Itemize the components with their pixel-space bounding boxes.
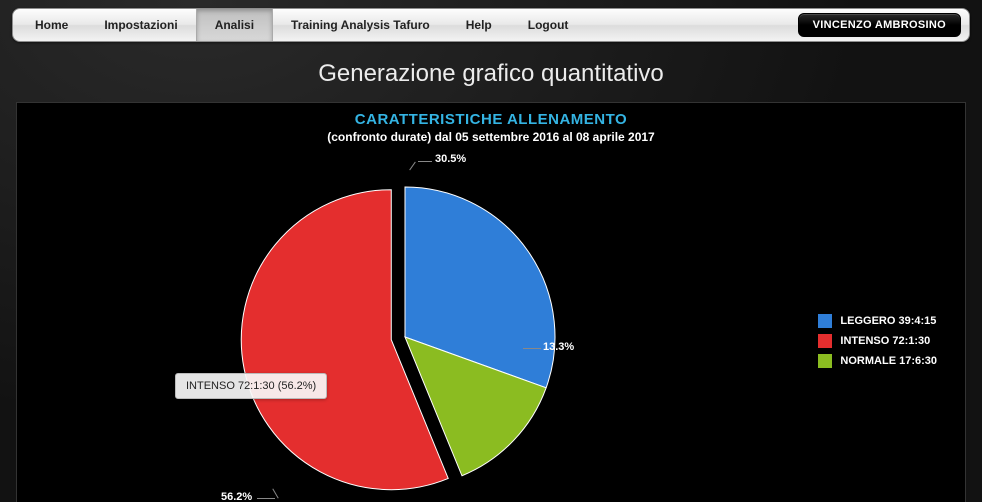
legend-label: NORMALE 17:6:30 xyxy=(840,355,937,367)
chart-area: 30.5% 13.3% 56.2% INTENSO 72:1:30 (56.2%… xyxy=(17,149,965,502)
data-label-leggero: 30.5% xyxy=(435,153,466,165)
label-connector xyxy=(523,348,541,349)
nav-analisi[interactable]: Analisi xyxy=(196,9,273,41)
nav-home[interactable]: Home xyxy=(17,9,86,41)
nav-training[interactable]: Training Analysis Tafuro xyxy=(273,9,448,41)
page-title: Generazione grafico quantitativo xyxy=(0,60,982,88)
legend-swatch xyxy=(818,354,832,368)
legend-swatch xyxy=(818,334,832,348)
data-label-normale: 13.3% xyxy=(543,341,574,353)
legend-item-normale[interactable]: NORMALE 17:6:30 xyxy=(818,354,937,368)
chart-tooltip: INTENSO 72:1:30 (56.2%) xyxy=(175,373,327,399)
label-connector xyxy=(418,161,432,162)
pie-chart[interactable] xyxy=(195,147,615,502)
legend-item-intenso[interactable]: INTENSO 72:1:30 xyxy=(818,334,937,348)
label-connector xyxy=(257,498,275,499)
legend-label: LEGGERO 39:4:15 xyxy=(840,315,936,327)
legend-label: INTENSO 72:1:30 xyxy=(840,335,930,347)
chart-subtitle: (confronto durate) dal 05 settembre 2016… xyxy=(17,130,965,144)
nav-impostazioni[interactable]: Impostazioni xyxy=(86,9,195,41)
nav-logout[interactable]: Logout xyxy=(510,9,587,41)
chart-title: CARATTERISTICHE ALLENAMENTO xyxy=(17,103,965,128)
legend: LEGGERO 39:4:15 INTENSO 72:1:30 NORMALE … xyxy=(818,314,937,374)
chart-panel: CARATTERISTICHE ALLENAMENTO (confronto d… xyxy=(16,102,966,502)
user-pill[interactable]: VINCENZO AMBROSINO xyxy=(798,13,961,37)
legend-swatch xyxy=(818,314,832,328)
nav-help[interactable]: Help xyxy=(448,9,510,41)
legend-item-leggero[interactable]: LEGGERO 39:4:15 xyxy=(818,314,937,328)
navbar: Home Impostazioni Analisi Training Analy… xyxy=(12,8,970,42)
data-label-intenso: 56.2% xyxy=(221,491,252,502)
